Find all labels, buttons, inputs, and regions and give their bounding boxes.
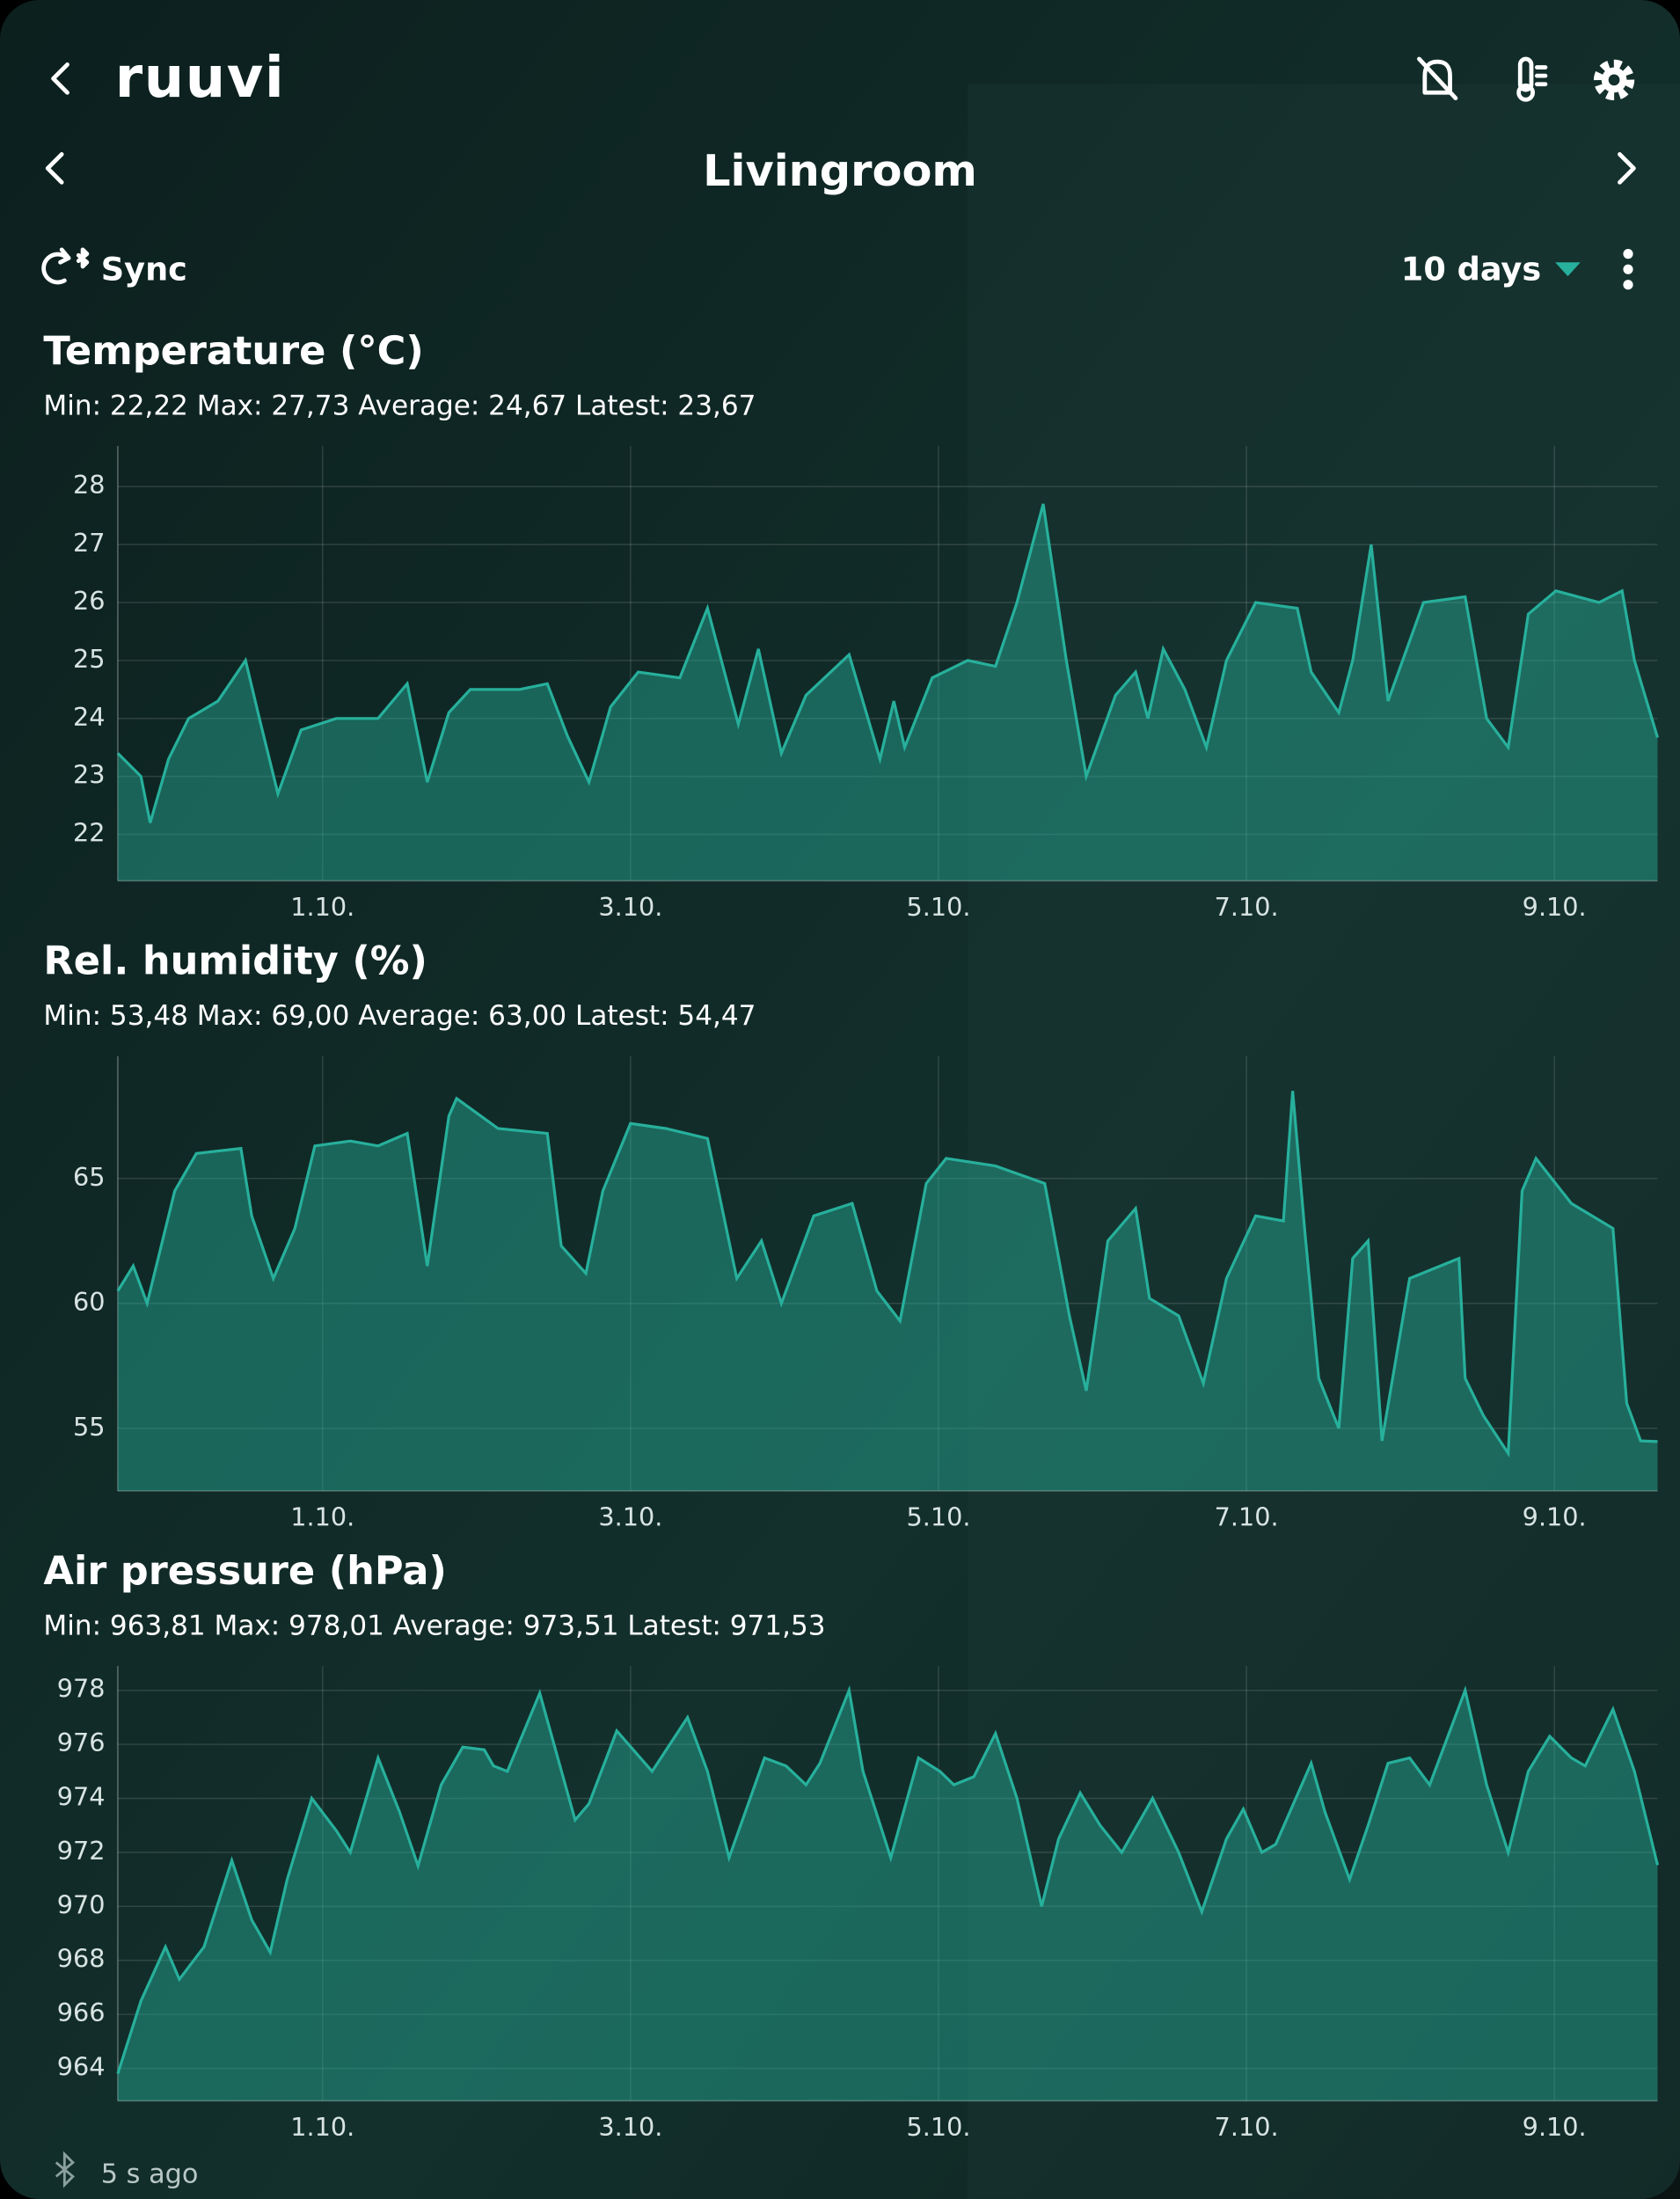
y-tick-label: 970 — [57, 1889, 106, 1919]
area-fill — [117, 1091, 1658, 1491]
y-tick-label: 65 — [73, 1162, 106, 1192]
data-line — [116, 1684, 1660, 2075]
y-tick-label: 964 — [57, 2052, 106, 2082]
x-tick-label: 3.10. — [598, 2112, 662, 2142]
alerts-icon[interactable] — [1417, 56, 1458, 101]
y-tick-label: 60 — [73, 1287, 106, 1317]
y-tick-label: 27 — [73, 528, 106, 558]
back-button[interactable] — [51, 62, 69, 95]
y-tick-label: 968 — [57, 1944, 106, 1974]
x-tick-label: 3.10. — [598, 1502, 662, 1532]
y-tick-label: 972 — [57, 1836, 106, 1866]
chart-stats: Min: 963,81 Max: 978,01 Average: 973,51 … — [43, 1610, 825, 1641]
x-tick-label: 9.10. — [1523, 892, 1587, 922]
area-fill — [117, 1690, 1658, 2101]
x-tick-label: 7.10. — [1215, 892, 1279, 922]
x-tick-label: 7.10. — [1215, 2112, 1279, 2142]
logo: ruuvi — [115, 46, 286, 111]
y-tick-label: 24 — [73, 702, 106, 732]
chart-title: Air pressure (hPa) — [43, 1548, 446, 1594]
y-tick-label: 23 — [73, 760, 106, 790]
background-art — [968, 84, 1680, 2199]
x-tick-label: 9.10. — [1523, 1502, 1587, 1532]
x-tick-label: 5.10. — [906, 1502, 970, 1532]
last-update: 5 s ago — [101, 2159, 199, 2189]
y-tick-label: 22 — [73, 818, 106, 848]
units-icon[interactable] — [1516, 56, 1548, 102]
sync-button[interactable]: Sync — [101, 250, 187, 288]
data-line — [116, 503, 1660, 823]
y-tick-label: 966 — [57, 1998, 106, 2027]
y-tick-label: 55 — [73, 1412, 106, 1442]
chart-title: Temperature (°C) — [43, 328, 423, 374]
y-tick-label: 26 — [73, 586, 106, 616]
y-tick-label: 976 — [57, 1728, 106, 1757]
y-tick-label: 974 — [57, 1782, 106, 1812]
x-tick-label: 3.10. — [598, 892, 662, 922]
more-menu[interactable] — [1623, 249, 1633, 290]
x-tick-label: 9.10. — [1523, 2112, 1587, 2142]
period-dropdown-arrow[interactable] — [1555, 262, 1581, 277]
area-fill — [117, 503, 1658, 881]
chart-stats: Min: 22,22 Max: 27,73 Average: 24,67 Lat… — [43, 390, 756, 421]
x-tick-label: 5.10. — [906, 2112, 970, 2142]
bluetooth-icon — [55, 2151, 76, 2188]
y-tick-label: 28 — [73, 470, 106, 500]
x-tick-label: 1.10. — [290, 892, 354, 922]
x-tick-label: 1.10. — [290, 1502, 354, 1532]
y-tick-label: 978 — [57, 1674, 106, 1704]
chart-stats: Min: 53,48 Max: 69,00 Average: 63,00 Lat… — [43, 1000, 756, 1032]
chart-title: Rel. humidity (%) — [43, 938, 427, 983]
sync-icon[interactable] — [41, 247, 90, 285]
next-sensor[interactable] — [1618, 152, 1636, 185]
x-tick-label: 1.10. — [290, 2112, 354, 2142]
data-line — [116, 1091, 1658, 1458]
y-tick-label: 25 — [73, 644, 106, 674]
settings-icon[interactable] — [1593, 59, 1635, 101]
x-tick-label: 7.10. — [1215, 1502, 1279, 1532]
sensor-name: Livingroom — [703, 145, 977, 196]
previous-sensor[interactable] — [45, 152, 64, 185]
period-selector[interactable]: 10 days — [1401, 250, 1541, 288]
x-tick-label: 5.10. — [906, 892, 970, 922]
